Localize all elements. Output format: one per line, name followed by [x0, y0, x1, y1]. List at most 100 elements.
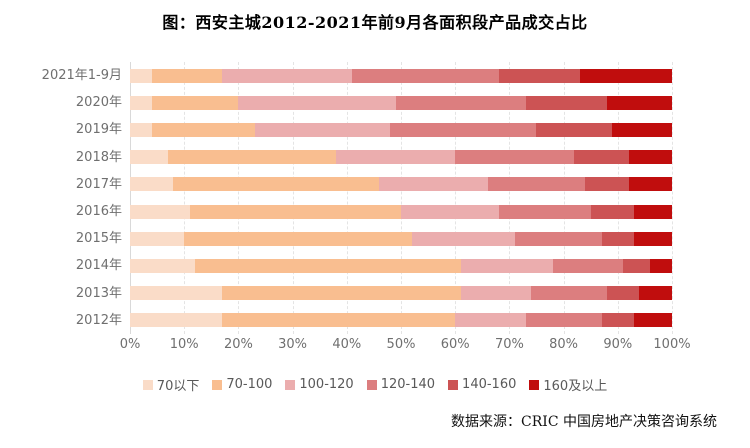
bar-segment [628, 177, 672, 192]
bar-segment [460, 286, 532, 301]
plot-grid [130, 62, 673, 334]
bar-segment [189, 204, 401, 219]
bar-row [130, 116, 672, 143]
bar-segment [400, 204, 499, 219]
bar-segment [628, 150, 672, 165]
bar-segment [130, 231, 185, 246]
x-axis-tick: 40% [332, 337, 362, 352]
bar-segment [525, 313, 602, 328]
bar-segment [395, 95, 526, 110]
bar-segment [184, 231, 412, 246]
gridline [672, 62, 673, 334]
bar-row [130, 171, 672, 198]
bar-segment [130, 286, 223, 301]
bar-segment [574, 150, 629, 165]
legend-label: 160及以上 [543, 379, 608, 394]
bar-segment [612, 122, 672, 137]
y-axis-line [130, 62, 131, 334]
bars-area [130, 62, 672, 334]
bar-segment [130, 95, 152, 110]
bar-segment [514, 231, 602, 246]
gridline [401, 62, 402, 334]
bar-segment [552, 258, 624, 273]
x-axis-labels: 0% 10% 20% 30% 40% 50% 60% 70% 80% 90% 100% [120, 337, 691, 353]
y-axis-label: 2012年 [75, 312, 122, 328]
gridline [455, 62, 457, 334]
legend-swatch-icon [448, 379, 459, 390]
bar-segment [167, 150, 336, 165]
bar-segment [590, 204, 635, 219]
chart-title: 图：西安主城2012-2021年前9月各面积段产品成交占比 [162, 13, 588, 32]
stacked-bar [130, 122, 672, 137]
bar-segment [130, 313, 223, 328]
bar-segment [606, 286, 640, 301]
stacked-bar [130, 313, 672, 328]
legend-label: 70以下 [156, 379, 200, 394]
gridline [563, 62, 565, 334]
x-axis-tick: 0% [119, 337, 141, 352]
bar-segment [585, 177, 629, 192]
y-axis-label: 2014年 [75, 258, 122, 274]
y-axis-label: 2016年 [75, 203, 122, 219]
bar-row [130, 225, 672, 252]
bar-row [130, 89, 672, 116]
bar-segment [130, 204, 190, 219]
bar-segment [606, 95, 672, 110]
bar-segment [390, 122, 537, 137]
data-source-note: 数据来源：CRIC 中国房地产决策咨询系统 [451, 414, 717, 430]
bar-segment [130, 122, 152, 137]
bar-row [130, 307, 672, 334]
gridline [346, 62, 348, 334]
stacked-bar [130, 150, 672, 165]
bar-segment [498, 68, 580, 83]
gridline [509, 62, 511, 334]
bar-segment [531, 286, 607, 301]
gridline [617, 62, 619, 334]
y-axis-label: 2013年 [75, 285, 122, 301]
x-axis-tick: 10% [169, 337, 199, 352]
legend-swatch-icon [285, 379, 296, 390]
bar-segment [601, 313, 635, 328]
x-axis-tick: 100% [653, 337, 691, 352]
bar-segment [411, 231, 515, 246]
bar-segment [151, 122, 255, 137]
bar-segment [623, 258, 651, 273]
bar-segment [525, 95, 607, 110]
x-axis-tick: 70% [494, 337, 524, 352]
bar-segment [455, 313, 526, 328]
stacked-bar [130, 177, 672, 192]
bar-row [130, 144, 672, 171]
bar-row [130, 198, 672, 225]
bar-segment [151, 68, 223, 83]
bar-segment [579, 68, 672, 83]
y-axis-label: 2020年 [75, 95, 122, 111]
bar-segment [173, 177, 380, 192]
legend-label: 120-140 [380, 377, 436, 392]
gridline [292, 62, 294, 334]
bar-segment [601, 231, 635, 246]
gridline [184, 62, 186, 334]
legend-label: 100-120 [299, 377, 354, 392]
bar-segment [151, 95, 239, 110]
legend-item: 120-140 [366, 377, 436, 392]
bar-row [130, 62, 672, 89]
bar-segment [222, 313, 456, 328]
legend-item: 140-160 [448, 377, 516, 392]
y-axis-labels: 2021年1-9月 2020年 2019年 2018年 2017年 2016年 2015年 2… [0, 62, 122, 334]
bar-row [130, 252, 672, 279]
y-axis-label: 2017年 [75, 176, 122, 192]
bar-segment [634, 231, 672, 246]
legend-swatch-icon [529, 379, 540, 390]
x-axis-tick: 30% [278, 337, 308, 352]
y-axis-label: 2015年 [75, 231, 122, 247]
bar-segment [130, 258, 196, 273]
bar-segment [639, 286, 672, 301]
bar-segment [254, 122, 391, 137]
bar-segment [379, 177, 488, 192]
bar-segment [498, 204, 591, 219]
stacked-bar [130, 286, 672, 301]
legend-label: 140-160 [462, 377, 517, 392]
bar-segment [195, 258, 461, 273]
legend-item: 70以下 [142, 375, 200, 394]
